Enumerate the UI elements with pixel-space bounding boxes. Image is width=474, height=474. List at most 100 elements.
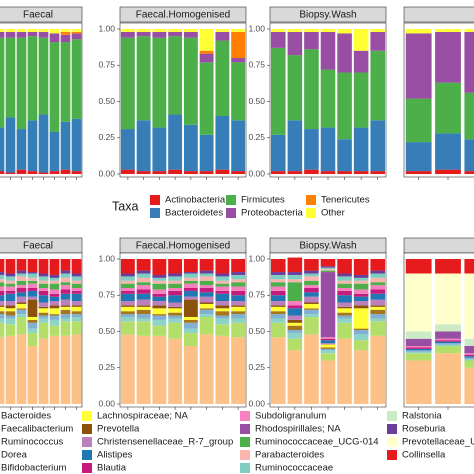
bar-segment — [120, 334, 135, 404]
bar-segment — [370, 309, 386, 315]
bar-segment — [320, 270, 336, 273]
bar-segment — [5, 311, 16, 316]
bar-segment — [353, 29, 369, 51]
bar-segment — [215, 305, 230, 309]
bar-segment — [27, 272, 38, 274]
bar-segment — [353, 350, 369, 404]
bar-segment — [337, 288, 352, 291]
bar-segment — [71, 311, 82, 315]
bar-segment — [337, 338, 352, 404]
bar-segment — [168, 259, 183, 274]
bar-segment — [49, 293, 60, 297]
bar-segment — [464, 359, 474, 361]
bar-segment — [168, 114, 183, 170]
y-tick-label: 0.25 — [248, 362, 265, 372]
bar-segment — [0, 171, 5, 174]
bar-segment — [136, 289, 151, 294]
bar-segment — [152, 171, 167, 174]
bar-segment — [27, 273, 38, 278]
bar-segment — [120, 305, 135, 307]
bar-segment — [464, 357, 474, 360]
bar-segment — [215, 29, 230, 32]
bar-segment — [183, 259, 198, 273]
bar-segment — [287, 338, 303, 351]
bar-segment — [136, 171, 151, 174]
bar-segment — [199, 309, 214, 315]
bar-segment — [199, 303, 214, 309]
bar-segment — [5, 280, 16, 284]
bar-segment — [49, 305, 60, 309]
bar-segment — [152, 315, 167, 320]
bar-segment — [337, 283, 352, 288]
bar-segment — [16, 259, 27, 271]
legend-label: Bacteroides — [1, 411, 51, 422]
bar-segment — [120, 311, 135, 315]
bar-segment — [16, 302, 27, 304]
bar-segment — [168, 29, 183, 32]
bar-segment — [152, 31, 167, 38]
bar-segment — [199, 285, 214, 288]
bar-segment — [337, 72, 352, 140]
bar-segment — [38, 37, 49, 115]
legend-label: Proteobacteria — [241, 208, 304, 219]
bar-segment — [5, 286, 16, 291]
legend-swatch — [240, 424, 250, 434]
legend-swatch — [306, 208, 316, 218]
bar-segment — [370, 29, 386, 32]
bar-segment — [353, 293, 369, 297]
bar-segment — [199, 273, 214, 277]
bar-segment — [304, 169, 319, 174]
bar-segment — [49, 259, 60, 275]
bar-segment — [370, 305, 386, 307]
bar-segment — [370, 273, 386, 278]
bar-segment — [199, 314, 214, 317]
bar-segment — [49, 296, 60, 302]
bar-segment — [27, 317, 38, 320]
bar-segment — [120, 273, 135, 277]
bar-segment — [464, 367, 474, 404]
bar-segment — [183, 283, 198, 288]
bar-segment — [0, 274, 5, 280]
bar-segment — [215, 259, 230, 274]
bar-segment — [270, 134, 286, 172]
strip — [403, 6, 474, 23]
bar-segment — [405, 29, 432, 34]
legend-label: Blautia — [97, 463, 127, 474]
bar-segment — [60, 277, 71, 283]
strip-title: Faecal.Homogenised — [136, 241, 231, 252]
bar-segment — [16, 29, 27, 32]
bar-segment — [270, 337, 286, 404]
bar-segment — [49, 171, 60, 174]
legend-swatch — [387, 437, 397, 447]
bar-segment — [136, 314, 151, 319]
bar-segment — [199, 270, 214, 274]
bar-segment — [199, 259, 214, 271]
bar-segment — [304, 29, 319, 32]
bar-segment — [353, 301, 369, 306]
y-tick-label: 0.75 — [248, 60, 265, 70]
bar-segment — [320, 347, 336, 349]
bar-segment — [353, 296, 369, 302]
y-tick-label: 0.00 — [248, 168, 265, 178]
bar-segment — [337, 259, 352, 274]
bar-segment — [168, 276, 183, 281]
bar-segment — [320, 348, 336, 351]
bar-segment — [152, 325, 167, 336]
bar-segment — [0, 322, 5, 338]
bar-segment — [16, 303, 27, 309]
bar-segment — [370, 50, 386, 121]
bar-segment — [152, 319, 167, 326]
bar-segment — [27, 319, 38, 323]
bar-segment — [270, 282, 286, 287]
bar-segment — [199, 134, 214, 172]
bar-segment — [0, 305, 5, 307]
bar-segment — [5, 31, 16, 38]
bar-segment — [136, 309, 151, 315]
bar-segment — [304, 273, 319, 277]
bar-segment — [270, 259, 286, 273]
bar-segment — [5, 276, 16, 281]
bar-segment — [304, 317, 319, 335]
bar-segment — [215, 273, 230, 277]
bar-segment — [435, 29, 461, 32]
